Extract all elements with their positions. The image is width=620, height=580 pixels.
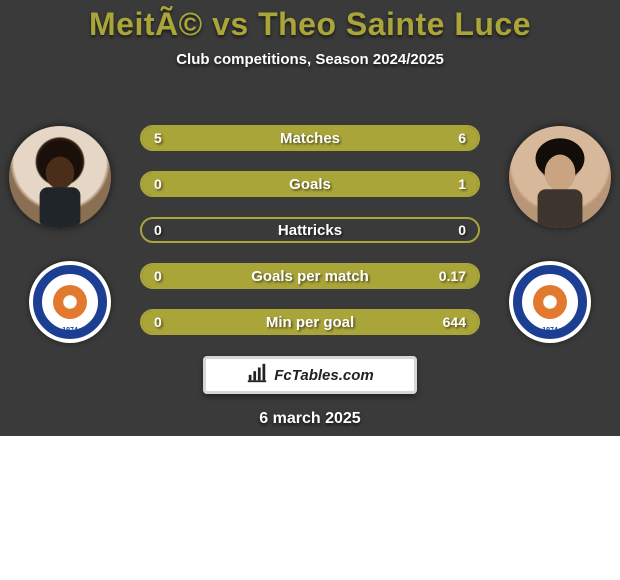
stat-right-value: 0.17 — [439, 265, 466, 287]
player-left-avatar[interactable] — [9, 126, 111, 228]
stat-row: 0 Hattricks 0 — [140, 217, 480, 243]
bar-chart-icon — [246, 362, 268, 388]
stat-row: 0 Min per goal 644 — [140, 309, 480, 335]
brand-link[interactable]: FcTables.com — [203, 356, 417, 394]
stats-block: 5 Matches 6 0 Goals 1 0 Hattricks 0 0 Go… — [140, 125, 480, 355]
stat-label: Hattricks — [142, 219, 478, 241]
badge-year: 1974 — [522, 327, 578, 334]
stat-left-value: 5 — [154, 127, 162, 149]
blank-area — [0, 436, 620, 580]
stat-right-value: 1 — [458, 173, 466, 195]
stat-left-value: 0 — [154, 173, 162, 195]
stat-right-value: 0 — [458, 219, 466, 241]
club-badge-left[interactable]: 1974 — [29, 261, 111, 343]
generated-date: 6 march 2025 — [0, 410, 620, 428]
stat-row: 0 Goals per match 0.17 — [140, 263, 480, 289]
stat-left-value: 0 — [154, 219, 162, 241]
stat-right-value: 6 — [458, 127, 466, 149]
club-badge-right[interactable]: 1974 — [509, 261, 591, 343]
stat-left-value: 0 — [154, 265, 162, 287]
subtitle: Club competitions, Season 2024/2025 — [0, 51, 620, 68]
player-right-avatar[interactable] — [509, 126, 611, 228]
brand-text: FcTables.com — [274, 367, 373, 384]
stat-row: 0 Goals 1 — [140, 171, 480, 197]
stat-row: 5 Matches 6 — [140, 125, 480, 151]
stat-left-value: 0 — [154, 311, 162, 333]
comparison-card: MeitÃ© vs Theo Sainte Luce Club competit… — [0, 0, 620, 436]
badge-year: 1974 — [42, 327, 98, 334]
stat-right-value: 644 — [443, 311, 466, 333]
page-title: MeitÃ© vs Theo Sainte Luce — [0, 0, 620, 43]
